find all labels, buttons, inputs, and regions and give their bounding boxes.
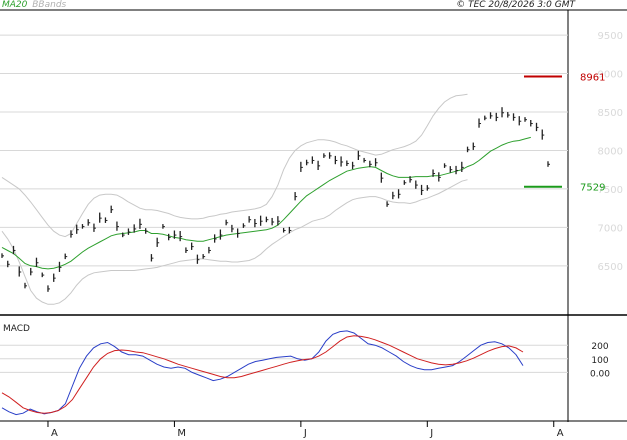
x-tick-label-J: J bbox=[303, 428, 307, 439]
y-tick-label: 6500 bbox=[598, 262, 623, 273]
copyright-text: © TEC 20/8/2026 3:0 GMT bbox=[456, 0, 575, 10]
macd-tick-label: 100 bbox=[591, 356, 608, 366]
price-bars bbox=[1, 107, 550, 292]
ma20-line bbox=[1, 136, 531, 270]
x-tick-label-J: J bbox=[429, 428, 433, 439]
y-tick-label: 9000 bbox=[598, 70, 623, 81]
support-label: 7529 bbox=[580, 183, 605, 194]
bollinger-upper-line bbox=[1, 93, 468, 238]
macd-macd-line bbox=[1, 330, 524, 416]
y-tick-label: 7000 bbox=[598, 223, 623, 234]
legend: MA20 BBands bbox=[2, 0, 66, 11]
macd-tick-label: 200 bbox=[591, 342, 608, 352]
legend-bbands: BBands bbox=[32, 0, 67, 10]
legend-ma20: MA20 bbox=[2, 0, 28, 10]
x-tick-label-A: A bbox=[51, 428, 58, 439]
macd-signal-line bbox=[1, 335, 524, 414]
y-tick-label: 8500 bbox=[598, 108, 623, 119]
y-tick-label: 9500 bbox=[598, 31, 623, 42]
macd-title: MACD bbox=[3, 324, 30, 334]
y-tick-label: 7500 bbox=[598, 185, 623, 196]
x-tick-label-A: A bbox=[557, 428, 564, 439]
y-tick-label: 8000 bbox=[598, 146, 623, 157]
macd-tick-label: 0.00 bbox=[590, 369, 610, 379]
resistance-label: 8961 bbox=[580, 73, 605, 84]
bollinger-lower-line bbox=[1, 179, 468, 305]
x-tick-label-M: M bbox=[177, 428, 186, 439]
